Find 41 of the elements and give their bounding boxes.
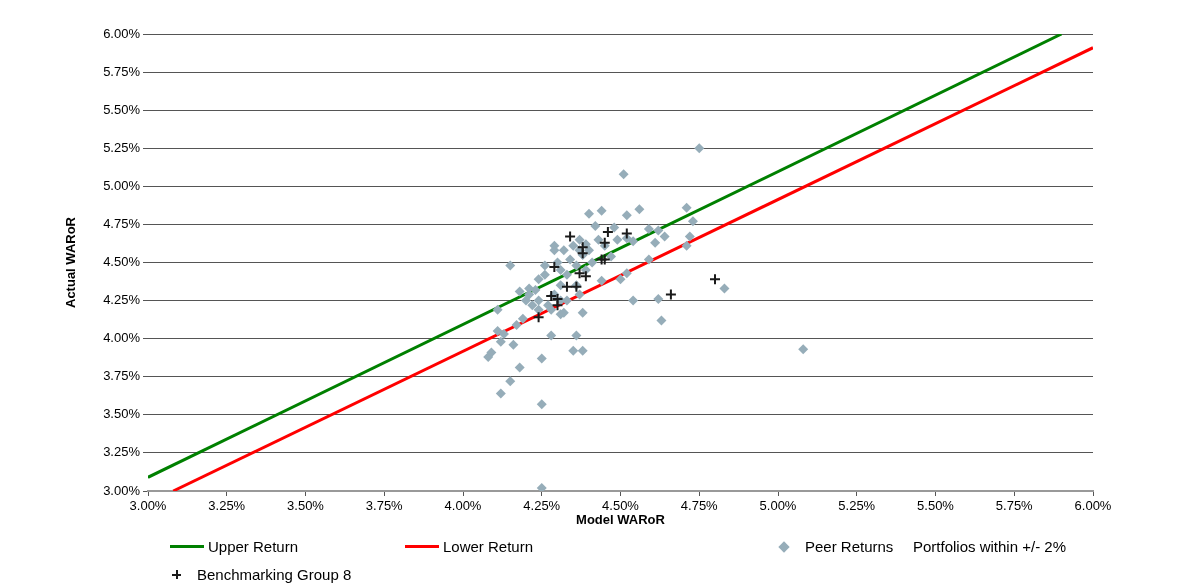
x-tick-label: 3.75% (365, 498, 404, 514)
y-tick-label: 3.50% (103, 406, 141, 422)
point (532, 311, 545, 324)
y-tick-label: 6.00% (103, 25, 141, 41)
legend-label: Lower Return (443, 538, 534, 555)
point (564, 230, 577, 243)
x-tick-label: 4.00% (444, 498, 482, 514)
y-tick-label: 4.75% (103, 215, 141, 231)
y-tick-label: 3.75% (103, 368, 141, 384)
x-tick-label: 5.50% (917, 498, 955, 514)
text: Portfolios within +/- 2% (913, 538, 1066, 555)
legend-label: Benchmarking Group 8 (197, 566, 352, 583)
x-tick-label: 4.25% (523, 498, 561, 514)
point (620, 227, 633, 240)
x-tick-label: 3.00% (129, 498, 167, 514)
point (664, 288, 677, 301)
y-tick-label: 3.00% (103, 482, 141, 498)
y-tick-label: 4.00% (103, 330, 141, 346)
y-tick-label: 5.50% (103, 101, 141, 117)
y-tick-label: 5.75% (103, 63, 141, 79)
x-tick-label: 6.00% (1074, 498, 1112, 514)
point (598, 236, 611, 249)
x-tick-label: 4.75% (680, 498, 719, 514)
legend-label: Upper Return (208, 538, 299, 555)
point (551, 299, 564, 312)
legend-label: Peer Returns (805, 538, 894, 555)
x-tick-label: 4.50% (602, 498, 640, 514)
x-tick-label: 5.00% (759, 498, 797, 514)
y-axis-title: Actual WARoR (63, 216, 79, 308)
y-tick-label: 5.00% (103, 177, 141, 193)
x-tick-label: 5.25% (838, 498, 876, 514)
y-tick-label: 4.50% (103, 254, 141, 270)
y-tick-label: 5.25% (103, 139, 141, 155)
y-tick-label: 4.25% (103, 292, 141, 308)
y-tick-label: 3.25% (103, 444, 141, 460)
x-axis-title: Model WARoR (576, 511, 666, 527)
x-tick-label: 5.75% (995, 498, 1034, 514)
point (560, 280, 573, 293)
x-tick-label: 3.25% (208, 498, 246, 514)
x-tick-label: 3.50% (287, 498, 325, 514)
point (709, 273, 721, 286)
